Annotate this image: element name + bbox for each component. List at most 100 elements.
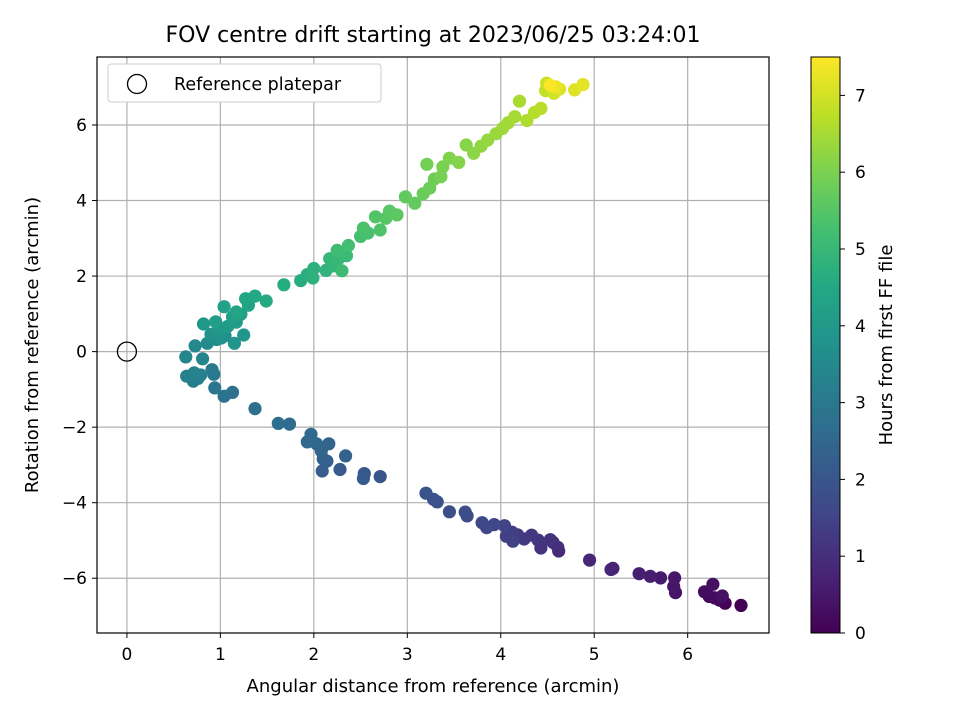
data-point: [734, 598, 748, 613]
data-point: [419, 486, 433, 500]
data-point: [458, 505, 472, 519]
data-point: [706, 577, 720, 591]
data-point: [307, 261, 321, 276]
x-axis-ticks: 0 1 2 3 4 5 6: [121, 633, 693, 665]
data-point: [508, 110, 522, 124]
x-axis-label: Angular distance from reference (arcmin): [247, 676, 620, 697]
data-point: [306, 271, 320, 285]
data-point: [506, 534, 520, 548]
data-point: [452, 155, 466, 169]
data-point: [715, 589, 729, 603]
data-point: [333, 462, 347, 477]
data-point: [248, 289, 262, 303]
colorbar-tick-label: 6: [855, 163, 866, 183]
data-point: [341, 238, 355, 253]
x-tick-label: 4: [495, 645, 506, 665]
colorbar-label: Hours from first FF file: [876, 245, 897, 446]
colorbar-tick-label: 1: [855, 547, 866, 567]
data-point: [208, 381, 222, 395]
y-tick-label: 6: [76, 116, 87, 136]
data-point: [668, 571, 682, 585]
y-tick-label: 2: [76, 267, 87, 287]
data-point: [259, 294, 273, 308]
y-tick-label: 4: [76, 192, 87, 212]
data-point: [390, 208, 404, 222]
data-point: [315, 464, 329, 478]
plot-frame: [96, 56, 770, 634]
data-point: [356, 221, 370, 235]
data-point: [420, 157, 434, 171]
data-point: [304, 427, 318, 441]
data-point: [271, 416, 285, 430]
legend-marker-icon: [126, 73, 148, 95]
data-point: [368, 210, 383, 224]
grid-lines: [97, 57, 769, 633]
colorbar-tick-label: 2: [855, 470, 866, 490]
y-axis-ticks: −6 −4 −2 0 2 4 6: [62, 116, 97, 589]
data-point: [654, 571, 668, 585]
chart-title: FOV centre drift starting at 2023/06/25 …: [166, 23, 701, 48]
data-point: [196, 317, 211, 331]
x-tick-label: 0: [121, 645, 132, 665]
data-point: [543, 78, 557, 92]
data-point: [196, 352, 210, 366]
data-point: [237, 328, 251, 342]
data-point: [227, 336, 241, 350]
data-point: [229, 305, 243, 319]
data-point: [217, 300, 231, 314]
data-point: [248, 402, 262, 416]
data-point: [632, 567, 646, 581]
x-tick-label: 5: [589, 645, 600, 665]
y-tick-label: −6: [62, 569, 87, 589]
colorbar-gradient: [810, 56, 841, 634]
x-tick-label: 2: [308, 645, 319, 665]
data-point: [330, 243, 344, 257]
data-point: [214, 331, 228, 345]
x-tick-label: 3: [402, 645, 413, 665]
data-point: [373, 470, 387, 484]
colorbar: 0 1 2 3 4 5 6 7 Hours from first FF file: [810, 56, 897, 644]
data-point: [583, 553, 597, 567]
colorbar-tick-label: 5: [855, 240, 866, 260]
data-point: [277, 278, 291, 292]
data-point: [188, 339, 202, 353]
data-point: [209, 315, 223, 329]
data-point: [576, 78, 590, 92]
data-point: [497, 519, 512, 533]
y-axis-label: Rotation from reference (arcmin): [22, 197, 43, 493]
data-point: [205, 363, 219, 377]
data-point: [697, 585, 712, 599]
x-tick-label: 1: [215, 645, 226, 665]
legend: Reference platepar: [107, 63, 382, 103]
legend-box: [107, 63, 382, 103]
data-points: [179, 76, 748, 613]
data-point: [398, 190, 412, 204]
reference-marker-group: [116, 341, 138, 362]
data-point: [475, 516, 489, 530]
reference-point-marker: [116, 341, 138, 362]
colorbar-tick-label: 4: [855, 317, 866, 337]
data-point: [643, 569, 657, 583]
colorbar-tick-label: 0: [855, 624, 866, 644]
data-point: [187, 366, 201, 380]
data-point: [408, 196, 422, 210]
data-point: [373, 223, 387, 237]
data-point: [217, 389, 231, 403]
data-point: [512, 94, 527, 108]
data-point: [282, 417, 297, 431]
y-tick-label: −4: [62, 494, 87, 514]
data-point: [335, 264, 349, 278]
data-point: [434, 170, 448, 184]
legend-label-reference: Reference platepar: [174, 75, 342, 95]
colorbar-tick-label: 3: [855, 394, 866, 414]
data-point: [339, 449, 353, 463]
colorbar-ticks: 0 1 2 3 4 5 6 7: [840, 86, 866, 644]
data-point: [604, 562, 618, 577]
data-point: [543, 533, 557, 547]
data-point: [356, 471, 370, 486]
data-point: [534, 101, 548, 115]
data-point: [179, 350, 193, 364]
data-point: [442, 505, 456, 519]
